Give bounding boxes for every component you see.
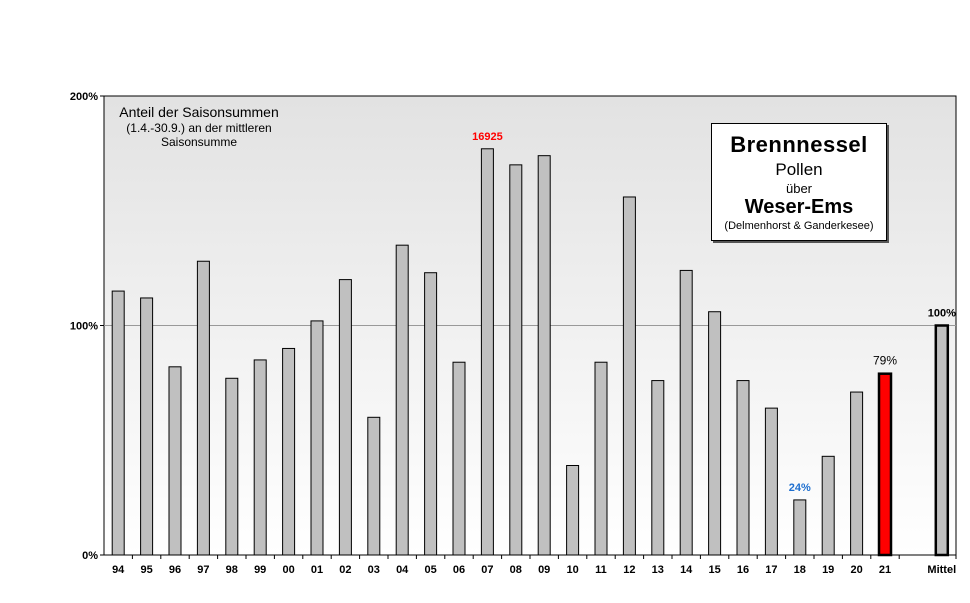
bar-05 <box>424 272 438 556</box>
x-tick-label: 19 <box>822 564 834 576</box>
bar-02 <box>338 279 352 556</box>
bar-03 <box>367 416 381 556</box>
x-tick-label: 00 <box>282 564 294 576</box>
x-tick-label: 08 <box>510 564 522 576</box>
x-tick-label: 95 <box>140 564 152 576</box>
x-tick-label: 16 <box>737 564 749 576</box>
x-tick-label: 10 <box>566 564 578 576</box>
bar-00 <box>282 347 296 556</box>
x-tick-label: Mittel <box>927 564 956 576</box>
x-tick-label: 03 <box>368 564 380 576</box>
data-label-21: 79% <box>873 354 897 368</box>
x-tick-label: 13 <box>652 564 664 576</box>
x-tick-label: 18 <box>794 564 806 576</box>
legend-region: Weser-Ems <box>744 196 854 218</box>
bar-16 <box>736 380 750 556</box>
bar-97 <box>196 260 210 556</box>
x-tick-label: 12 <box>623 564 635 576</box>
x-tick-label: 07 <box>481 564 493 576</box>
bar-04 <box>395 244 409 556</box>
bar-Mittel <box>934 324 950 557</box>
x-tick-label: 11 <box>595 564 607 576</box>
data-label-07: 16925 <box>472 131 503 143</box>
x-tick-label: 99 <box>254 564 266 576</box>
bar-20 <box>850 391 864 556</box>
x-tick-label: 04 <box>396 564 409 576</box>
chart-title: Brennnessel <box>730 132 868 157</box>
bar-12 <box>622 196 636 556</box>
bar-06 <box>452 361 466 556</box>
x-tick-label: 06 <box>453 564 465 576</box>
bar-09 <box>537 155 551 556</box>
description-line-2: (1.4.-30.9.) an der mittleren <box>126 120 272 135</box>
x-tick-label: 15 <box>708 564 720 576</box>
bar-18 <box>793 499 807 556</box>
x-tick-label: 94 <box>112 564 125 576</box>
y-tick-label: 100% <box>70 321 98 333</box>
x-tick-label: 17 <box>765 564 777 576</box>
x-tick-label: 96 <box>169 564 181 576</box>
chart-description: Anteil der Saisonsummen (1.4.-30.9.) an … <box>104 104 294 150</box>
bar-95 <box>140 297 154 556</box>
description-line-1: Anteil der Saisonsummen <box>119 104 279 120</box>
description-line-3: Saisonsumme <box>160 135 238 150</box>
bar-21 <box>877 372 893 557</box>
bar-14 <box>679 269 693 556</box>
data-label-Mittel: 100% <box>928 308 956 320</box>
x-tick-label: 01 <box>311 564 323 576</box>
bar-94 <box>111 290 125 556</box>
x-tick-label: 05 <box>424 564 436 576</box>
x-tick-label: 97 <box>197 564 209 576</box>
legend-box: Brennnessel Pollen über Weser-Ems (Delme… <box>711 123 887 241</box>
bar-96 <box>168 366 182 556</box>
bar-07 <box>480 148 494 556</box>
bar-10 <box>566 464 580 556</box>
x-tick-label: 09 <box>538 564 550 576</box>
legend-pollen: Pollen <box>775 160 823 179</box>
legend-subregion: (Delmenhorst & Ganderkesee) <box>724 220 874 232</box>
x-tick-label: 20 <box>850 564 862 576</box>
bar-99 <box>253 359 267 556</box>
legend-ueber: über <box>785 181 813 196</box>
x-tick-label: 21 <box>879 564 891 576</box>
x-tick-label: 14 <box>680 564 693 576</box>
bar-08 <box>509 164 523 556</box>
y-tick-label: 0% <box>82 550 98 562</box>
bar-11 <box>594 361 608 556</box>
y-tick-label: 200% <box>70 91 98 103</box>
bar-19 <box>821 455 835 556</box>
x-tick-label: 02 <box>339 564 351 576</box>
data-label-18: 24% <box>789 482 811 494</box>
bar-01 <box>310 320 324 556</box>
bar-15 <box>708 311 722 556</box>
bar-17 <box>764 407 778 556</box>
bar-98 <box>225 377 239 556</box>
bar-13 <box>651 380 665 556</box>
x-tick-label: 98 <box>226 564 238 576</box>
